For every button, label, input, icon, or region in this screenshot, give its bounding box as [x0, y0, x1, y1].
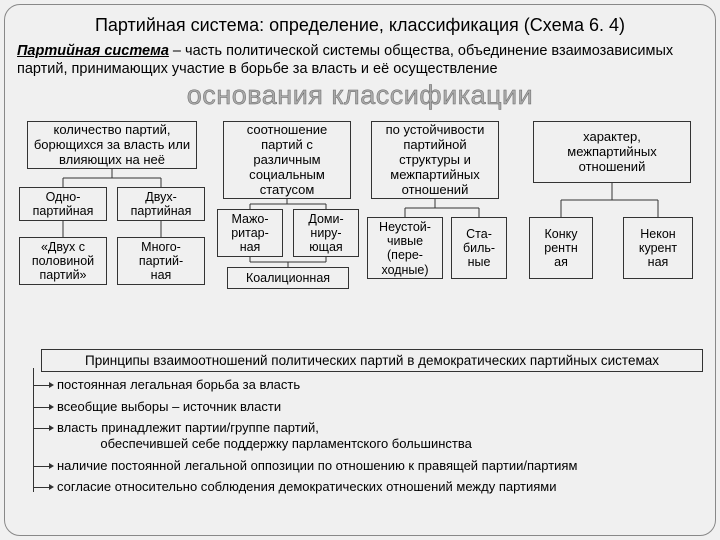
slide-frame: Партийная система: определение, классифи… — [4, 4, 716, 536]
diagram-node: Двух- партийная — [117, 187, 205, 221]
diagram-node: Конку рентн ая — [529, 217, 593, 279]
diagram-node: характер, межпартийных отношений — [533, 121, 691, 183]
principle-item: наличие постоянной легальной оппозиции п… — [27, 455, 703, 477]
slide-title: Партийная система: определение, классифи… — [17, 15, 703, 36]
principle-item: постоянная легальная борьба за власть — [27, 374, 703, 396]
diagram-node: Неустой- чивые (пере- ходные) — [367, 217, 443, 279]
diagram-node: Некон курент ная — [623, 217, 693, 279]
diagram-node: Коалиционная — [227, 267, 349, 289]
diagram-node: количество партий, борющихся за власть и… — [27, 121, 197, 169]
diagram-node: соотношение партий с различным социальны… — [223, 121, 351, 199]
definition-text: Партийная система – часть политической с… — [17, 42, 703, 78]
classification-heading: основания классификации — [17, 80, 703, 111]
principle-item: всеобщие выборы – источник власти — [27, 396, 703, 418]
diagram-node: Одно- партийная — [19, 187, 107, 221]
diagram-nodes: количество партий, борющихся за власть и… — [17, 115, 713, 345]
diagram-node: Много- партий- ная — [117, 237, 205, 285]
diagram-node: «Двух с половиной партий» — [19, 237, 107, 285]
diagram-node: по устойчивости партийной структуры и ме… — [371, 121, 499, 199]
diagram-node: Доми- ниру- ющая — [293, 209, 359, 257]
principle-item: согласие относительно соблюдения демокра… — [27, 476, 703, 498]
principles-list: постоянная легальная борьба за властьвсе… — [27, 374, 703, 498]
principles-heading: Принципы взаимоотношений политических па… — [41, 349, 703, 372]
diagram-node: Ста- биль- ные — [451, 217, 507, 279]
diagram-node: Мажо- ритар- ная — [217, 209, 283, 257]
principle-item: власть принадлежит партии/группе партий,… — [27, 417, 703, 454]
definition-term: Партийная система — [17, 43, 169, 59]
diagram-area: количество партий, борющихся за власть и… — [17, 115, 713, 345]
